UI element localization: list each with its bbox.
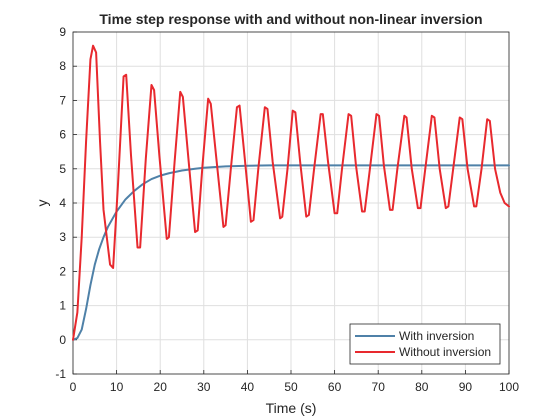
y-tick-label: 5 xyxy=(59,162,66,176)
x-tick-label: 0 xyxy=(70,380,77,394)
y-tick-label: 2 xyxy=(59,264,66,278)
series-layer xyxy=(72,44,510,341)
legend-label-with-inversion: With inversion xyxy=(399,329,474,343)
x-tick-label: 80 xyxy=(415,380,429,394)
y-tick-label: 9 xyxy=(59,25,66,39)
y-tick-label: 1 xyxy=(59,299,66,313)
y-tick-label: 7 xyxy=(59,93,66,107)
y-tick-label: 8 xyxy=(59,59,66,73)
y-tick-label: 6 xyxy=(59,128,66,142)
x-tick-label: 40 xyxy=(241,380,255,394)
x-tick-label: 20 xyxy=(154,380,168,394)
y-tick-label: 0 xyxy=(59,333,66,347)
legend-label-without-inversion: Without inversion xyxy=(399,345,491,359)
x-tick-label: 90 xyxy=(459,380,473,394)
x-tick-label: 50 xyxy=(284,380,298,394)
x-tick-label: 60 xyxy=(328,380,342,394)
legend-box xyxy=(349,323,501,365)
x-tick-label: 30 xyxy=(197,380,211,394)
y-tick-label: -1 xyxy=(55,367,66,381)
series-line-without-inversion xyxy=(72,44,510,341)
x-axis-label: Time (s) xyxy=(266,400,317,416)
chart-title: Time step response with and without non-… xyxy=(99,11,482,27)
legend: With inversion Without inversion xyxy=(349,323,501,365)
x-tick-label: 10 xyxy=(110,380,124,394)
x-tick-label: 100 xyxy=(499,380,519,394)
y-tick-label: 3 xyxy=(59,230,66,244)
x-tick-label: 70 xyxy=(372,380,386,394)
series-line-with-inversion xyxy=(72,164,510,341)
axis-ticks: 0 10 20 30 40 50 60 70 80 90 100 -1 0 1 2 3 4 5 6 7 8 9 xyxy=(55,25,519,394)
y-tick-label: 4 xyxy=(59,196,66,210)
y-axis-label: y xyxy=(34,200,50,207)
